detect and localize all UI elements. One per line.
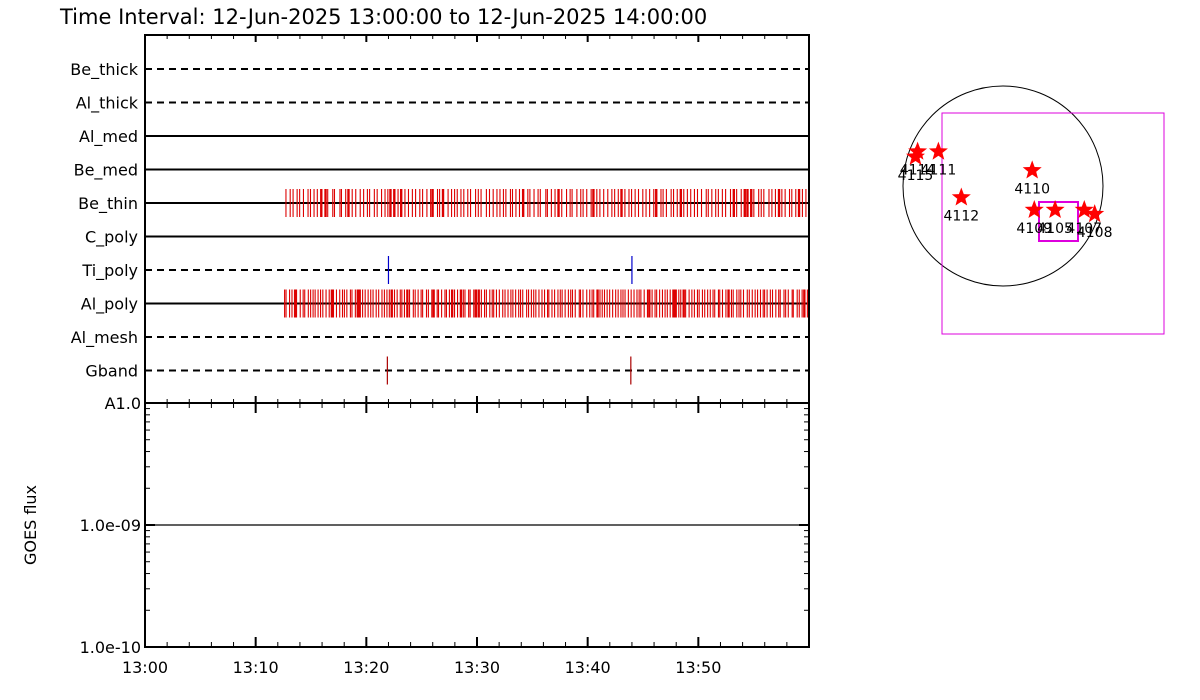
y-tick-label: A1.0 <box>105 394 141 413</box>
active-region-star <box>1024 200 1044 218</box>
x-tick-label: 13:00 <box>122 658 168 677</box>
x-tick-label: 13:20 <box>343 658 389 677</box>
active-region-label: 4105 <box>1037 221 1073 237</box>
active-region-label: 4115 <box>898 168 934 184</box>
active-region-label: 4114 <box>900 163 936 179</box>
x-tick-label: 13:40 <box>565 658 611 677</box>
y-tick-label: 1.0e-09 <box>80 516 141 535</box>
active-region-star <box>1085 204 1105 223</box>
solar-disk <box>902 85 1104 287</box>
active-region-star <box>1045 200 1065 218</box>
x-tick-label: 13:10 <box>233 658 279 677</box>
active-region-star <box>906 146 925 165</box>
field-of-view-box <box>941 112 1165 335</box>
timeline-frame <box>144 34 810 404</box>
active-region-label: 4111 <box>921 163 957 179</box>
selected-region-box <box>1038 201 1079 242</box>
row-label: Al_mesh <box>71 328 138 348</box>
timeline-row-al-med: Al_med <box>79 127 809 147</box>
timeline-row-be-thick: Be_thick <box>70 60 809 80</box>
active-region-star <box>1074 200 1094 218</box>
active-region-label: 4108 <box>1077 225 1113 241</box>
timeline-row-be-med: Be_med <box>74 161 809 181</box>
x-tick-label: 13:30 <box>454 658 500 677</box>
active-region-star <box>908 141 928 160</box>
row-label: C_poly <box>85 228 138 248</box>
timeline-row-al-mesh: Al_mesh <box>71 328 809 348</box>
timeline-row-al-thick: Al_thick <box>76 94 809 114</box>
timeline-row-ti-poly: Ti_poly <box>81 256 809 284</box>
active-region-label: 4110 <box>1014 181 1050 197</box>
active-region-star <box>951 187 971 206</box>
active-region-star <box>928 141 948 160</box>
goes-y-axis-label: GOES flux <box>21 485 40 565</box>
row-label: Gband <box>85 362 138 381</box>
row-label: Ti_poly <box>81 261 138 281</box>
plot-title: Time Interval: 12-Jun-2025 13:00:00 to 1… <box>59 5 707 29</box>
active-region-label: 4109 <box>1016 221 1052 237</box>
row-label: Al_thick <box>76 94 139 114</box>
timeline-row-al-poly: Al_poly <box>81 289 809 318</box>
row-label: Al_poly <box>81 295 138 315</box>
x-tick-label: 13:50 <box>675 658 721 677</box>
active-region-label: 4112 <box>944 208 980 224</box>
timeline-panel: Be_thick Al_thick Al_med Be_med Be_thin C_pol… <box>70 34 810 404</box>
y-tick-label: 1.0e-10 <box>80 638 141 657</box>
timeline-row-c-poly: C_poly <box>85 228 809 248</box>
row-label: Be_thin <box>78 194 138 214</box>
timeline-row-gband: Gband <box>85 356 809 385</box>
row-label: Be_thick <box>70 60 138 80</box>
active-region-label: 4107 <box>1066 221 1102 237</box>
active-region-star <box>1022 160 1042 179</box>
goes-panel: 1.0e-10 1.0e-09 A1.0 13:00 13:10 13:20 13:30 1… <box>21 394 810 677</box>
timeline-row-be-thin: Be_thin <box>78 189 809 217</box>
row-label: Be_med <box>74 161 138 181</box>
row-label: Al_med <box>79 127 138 147</box>
